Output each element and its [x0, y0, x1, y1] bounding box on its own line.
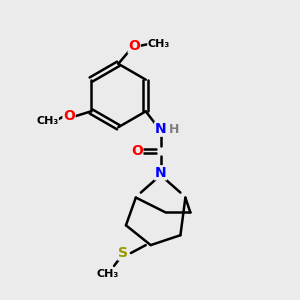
Text: O: O	[63, 109, 75, 123]
Text: H: H	[169, 123, 180, 136]
Text: CH₃: CH₃	[97, 269, 119, 279]
Text: N: N	[155, 166, 167, 180]
Text: CH₃: CH₃	[36, 116, 58, 126]
Text: S: S	[118, 246, 128, 260]
Text: CH₃: CH₃	[148, 39, 170, 49]
Text: O: O	[128, 39, 140, 53]
Text: O: O	[131, 144, 143, 158]
Text: N: N	[155, 122, 167, 136]
